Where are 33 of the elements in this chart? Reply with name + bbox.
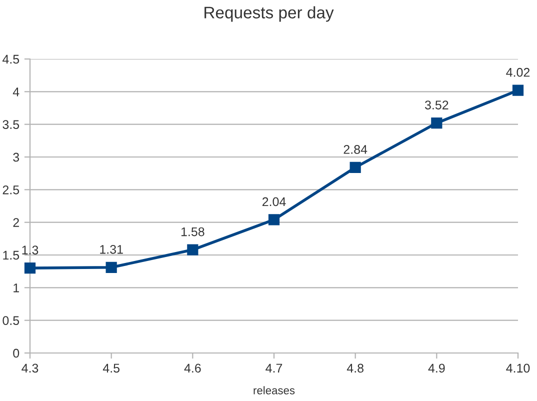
point — [512, 84, 524, 96]
x-tick-label: 4.8 — [346, 364, 364, 373]
y-tick-label: 2.5 — [2, 185, 20, 194]
x-tick-label: 4.10 — [506, 364, 530, 373]
data-label: 2.84 — [344, 145, 368, 154]
data-label: 1.3 — [22, 246, 38, 254]
x-tick-label: 4.5 — [102, 364, 120, 373]
y-tick-label: 3.5 — [2, 120, 20, 129]
x-tick-label: 4.3 — [22, 364, 38, 373]
data-label: 1.31 — [100, 244, 123, 254]
y-tick-label: 4 — [12, 88, 20, 96]
y-tick-label: 1 — [14, 284, 19, 292]
chart-title: Requests per day — [204, 6, 334, 22]
y-tick-label: 1.5 — [3, 250, 20, 260]
x-tick-label: 4.6 — [184, 364, 201, 373]
point — [187, 244, 198, 256]
x-tick-label: 4.9 — [428, 364, 445, 373]
data-label: 3.52 — [424, 100, 448, 110]
point — [268, 214, 280, 226]
x-tick-label: 4.7 — [266, 364, 282, 372]
point — [350, 162, 361, 174]
data-label: 2.04 — [262, 197, 286, 206]
y-tick-label: 2 — [13, 218, 19, 227]
y-tick-label: 3 — [13, 152, 20, 162]
y-tick-label: 0 — [13, 348, 20, 358]
point — [106, 262, 117, 273]
y-tick-label: 0.5 — [2, 316, 20, 325]
x-axis-title: releases — [254, 386, 295, 394]
data-label: 1.58 — [181, 227, 204, 236]
data-label: 4.02 — [506, 68, 530, 77]
y-tick-label: 4.5 — [2, 54, 20, 64]
point — [431, 117, 442, 129]
point — [24, 262, 36, 274]
